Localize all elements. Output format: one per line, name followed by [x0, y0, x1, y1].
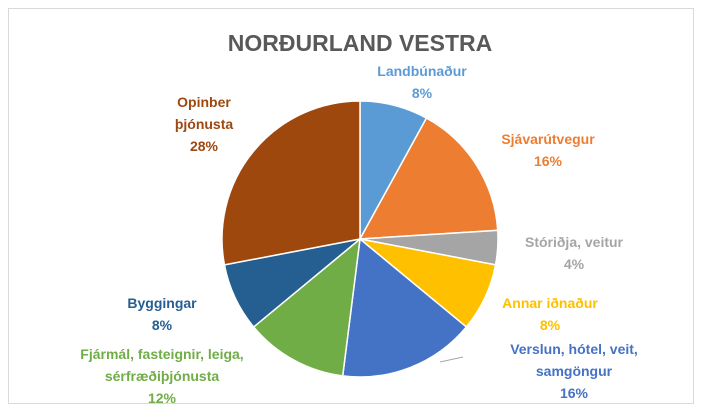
slice-label: Stóriðja, veitur 4%	[489, 231, 659, 275]
slice-label: Opinber þjónusta 28%	[154, 91, 254, 157]
slice-label: Fjármál, fasteignir, leiga, sérfræðiþjón…	[42, 343, 282, 409]
category-label: Verslun, hótel, veit, samgöngur	[510, 341, 638, 379]
category-label: Sjávarútvegur	[501, 131, 595, 147]
pie-slice	[221, 100, 361, 266]
slice-label: Sjávarútvegur 16%	[468, 128, 628, 172]
pie-slice	[252, 237, 361, 377]
chart-frame	[8, 8, 694, 404]
pie-slice	[358, 117, 499, 240]
category-label: Annar iðnaður	[502, 295, 598, 311]
value-label: 4%	[563, 256, 585, 272]
value-label: 28%	[189, 138, 219, 154]
chart-title: NORÐURLAND VESTRA	[227, 30, 493, 56]
value-label: 8%	[539, 317, 561, 333]
value-label: 12%	[147, 390, 177, 406]
category-label: Byggingar	[127, 295, 197, 311]
value-label: 8%	[151, 317, 173, 333]
category-label: Stóriðja, veitur	[524, 234, 624, 250]
slice-label: Landbúnaður 8%	[342, 60, 502, 104]
slice-label: Byggingar 8%	[102, 292, 222, 336]
category-label: Fjármál, fasteignir, leiga, sérfræðiþjón…	[80, 346, 244, 384]
category-label: Opinber þjónusta	[174, 94, 234, 132]
value-label: 16%	[533, 153, 563, 169]
pie-slice	[341, 237, 468, 378]
leader-line	[439, 356, 464, 363]
value-label: 16%	[559, 385, 589, 401]
slice-label: Annar iðnaður 8%	[470, 292, 630, 336]
category-label: Landbúnaður	[377, 63, 467, 79]
value-label: 8%	[411, 85, 433, 101]
slice-label: Verslun, hótel, veit, samgöngur 16%	[489, 338, 659, 404]
